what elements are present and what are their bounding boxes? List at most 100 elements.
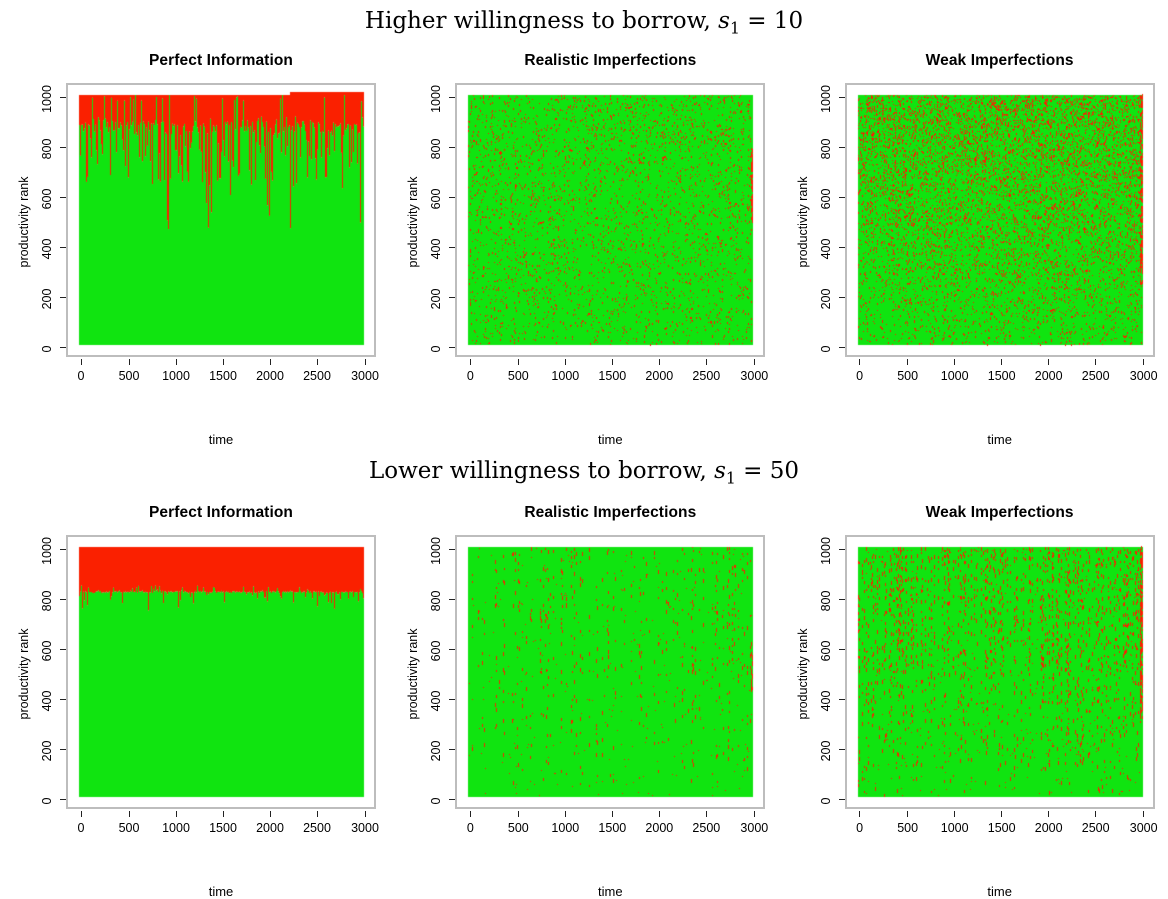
y-tick-mark: [449, 296, 456, 298]
y-tick-mark: [838, 648, 845, 650]
math-var: s: [718, 8, 730, 34]
x-axis-label: time: [208, 432, 234, 447]
x-tick-mark: [1001, 811, 1003, 817]
plot-canvas: [457, 537, 764, 807]
plot-canvas: [68, 85, 374, 355]
x-tick-mark: [175, 811, 177, 817]
row-title-text: Lower willingness to borrow,: [368, 458, 715, 484]
y-tick-mark: [60, 196, 66, 198]
panel-higher-realistic: Realistic Imperfections productivity ran…: [406, 52, 769, 447]
x-tick-mark: [1001, 359, 1003, 365]
x-tick-mark: [753, 359, 755, 365]
y-tick-mark: [838, 246, 845, 248]
x-tick-mark: [564, 359, 566, 365]
plot-canvas: [846, 85, 1153, 355]
x-tick-mark: [222, 811, 224, 817]
panel-title: Weak Imperfections: [925, 52, 1074, 69]
y-tick-mark: [60, 698, 66, 700]
panel-higher-weak: Weak Imperfections productivity rank 0 50…: [795, 52, 1158, 447]
plot-canvas: [68, 537, 374, 807]
x-tick-mark: [222, 359, 224, 365]
panel-title: Perfect Information: [148, 52, 293, 69]
x-tick-mark: [364, 359, 366, 365]
y-tick-mark: [60, 296, 66, 298]
y-tick-mark: [60, 548, 66, 550]
x-tick-mark: [316, 811, 318, 817]
panel-title: Perfect Information: [148, 504, 293, 521]
y-tick-mark: [838, 798, 845, 800]
y-tick-mark: [838, 698, 845, 700]
x-axis-label: time: [987, 884, 1012, 899]
x-tick-mark: [1048, 811, 1050, 817]
plot-canvas: [457, 85, 764, 355]
row-title-lower: Lower willingness to borrow, s1 = 50: [0, 458, 1168, 502]
x-tick-mark: [175, 359, 177, 365]
y-tick-mark: [449, 346, 456, 348]
x-tick-mark: [753, 811, 755, 817]
math-sub: 1: [729, 18, 740, 38]
x-axis-label: time: [208, 884, 234, 899]
x-tick-mark: [269, 359, 271, 365]
x-tick-mark: [80, 359, 82, 365]
panel-lower-realistic: Realistic Imperfections productivity ran…: [406, 504, 769, 899]
x-tick-mark: [954, 359, 956, 365]
x-tick-mark: [469, 811, 471, 817]
x-tick-mark: [658, 359, 660, 365]
y-tick-mark: [60, 798, 66, 800]
x-tick-mark: [907, 811, 909, 817]
x-axis-label: time: [598, 432, 623, 447]
x-tick-mark: [658, 811, 660, 817]
x-tick-mark: [859, 359, 861, 365]
y-tick-mark: [60, 648, 66, 650]
x-tick-mark: [80, 811, 82, 817]
x-tick-mark: [705, 359, 707, 365]
y-tick-mark: [838, 748, 845, 750]
y-tick-mark: [60, 246, 66, 248]
x-tick-mark: [954, 811, 956, 817]
y-tick-mark: [838, 346, 845, 348]
plot-box: 0 500 1000 1500 2000 2500 3000 0 200 400 600 800 100…: [819, 535, 1158, 835]
plot-box: 0 500 1000 1500 2000 2500 3000 0 200 400 600 800 100…: [819, 83, 1158, 383]
y-tick-mark: [449, 598, 456, 600]
x-tick-mark: [1095, 359, 1097, 365]
x-tick-mark: [1048, 359, 1050, 365]
math-sub: 1: [725, 468, 736, 488]
panel-title: Realistic Imperfections: [524, 52, 697, 69]
x-tick-mark: [517, 811, 519, 817]
y-tick-mark: [60, 598, 66, 600]
panel-title: Realistic Imperfections: [524, 504, 697, 521]
y-tick-mark: [60, 346, 66, 348]
x-tick-mark: [364, 811, 366, 817]
row-title-text: Higher willingness to borrow,: [364, 8, 719, 34]
y-tick-mark: [449, 648, 456, 650]
y-tick-mark: [838, 96, 845, 98]
y-tick-mark: [449, 96, 456, 98]
y-tick-mark: [449, 698, 456, 700]
row-title-higher: Higher willingness to borrow, s1 = 10: [0, 0, 1168, 50]
x-tick-mark: [859, 811, 861, 817]
y-tick-mark: [449, 798, 456, 800]
row-title-value: = 50: [735, 458, 800, 484]
x-tick-mark: [128, 811, 130, 817]
x-tick-mark: [269, 811, 271, 817]
plot-box: 0 500 1000 1500 2000 2500 3000 0 200 400 600 800 100…: [429, 535, 768, 835]
y-tick-mark: [838, 146, 845, 148]
x-tick-mark: [1095, 811, 1097, 817]
y-tick-mark: [449, 146, 456, 148]
y-tick-mark: [60, 748, 66, 750]
x-tick-mark: [907, 359, 909, 365]
x-tick-mark: [469, 359, 471, 365]
x-tick-mark: [611, 811, 613, 817]
y-tick-mark: [60, 146, 66, 148]
row-title-value: = 10: [739, 8, 804, 34]
y-tick-mark: [838, 598, 845, 600]
plot-box: 0 500 1000 1500 2000 2500 3000 0 200 400 600 800 100…: [40, 83, 379, 383]
x-tick-mark: [611, 359, 613, 365]
plot-box: 0 500 1000 1500 2000 2500 3000 0 200 400 600 800 100…: [40, 535, 379, 835]
y-tick-mark: [838, 296, 845, 298]
x-tick-mark: [705, 811, 707, 817]
